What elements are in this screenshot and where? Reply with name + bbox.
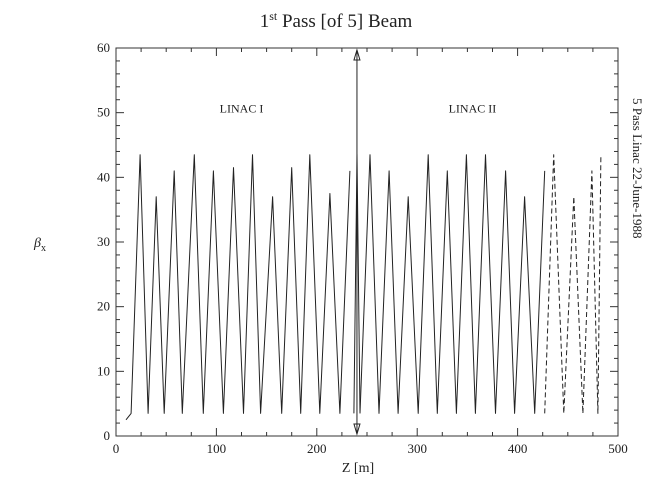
beta-x-series-line [544,154,602,414]
y-axis-subscript: x [41,243,46,254]
divider-arrow-down [353,423,361,436]
chart-title: 1st Pass [of 5] Beam [260,9,413,32]
linac-label: LINAC II [449,102,497,116]
y-tick-label: 0 [104,428,111,443]
x-tick-label: 100 [207,441,227,456]
y-tick-label: 20 [97,299,110,314]
series-group [125,154,602,421]
title-rest: Pass [of 5] Beam [277,11,412,32]
title-number: 1 [260,11,270,32]
beta-x-series-line [125,154,351,421]
y-tick-label: 30 [97,234,110,249]
x-tick-label: 400 [508,441,528,456]
title-superscript: st [269,9,278,23]
x-tick-label: 500 [608,441,628,456]
x-axis: 0 100 200 300 400 500 [113,48,628,456]
linac-divider [353,48,361,436]
side-label: 5 Pass Linac 22-June-1988 [630,98,645,238]
beta-x-series-line [353,154,361,414]
x-axis-label: Z [m] [342,461,374,476]
y-axis-symbol: β [33,236,41,251]
beta-x-series-line [359,154,546,414]
divider-arrow-up [353,48,361,61]
x-tick-label: 200 [307,441,327,456]
linac-label: LINAC I [220,102,264,116]
y-tick-label: 40 [97,169,110,184]
y-tick-label: 50 [97,105,110,120]
y-axis: 0 10 20 30 40 50 60 [97,40,618,443]
annotations: LINAC I LINAC II [220,102,497,116]
y-axis-label: βx [33,236,46,254]
x-tick-label: 0 [113,441,120,456]
x-tick-label: 300 [407,441,427,456]
y-tick-label: 60 [97,40,110,55]
y-tick-label: 10 [97,363,110,378]
